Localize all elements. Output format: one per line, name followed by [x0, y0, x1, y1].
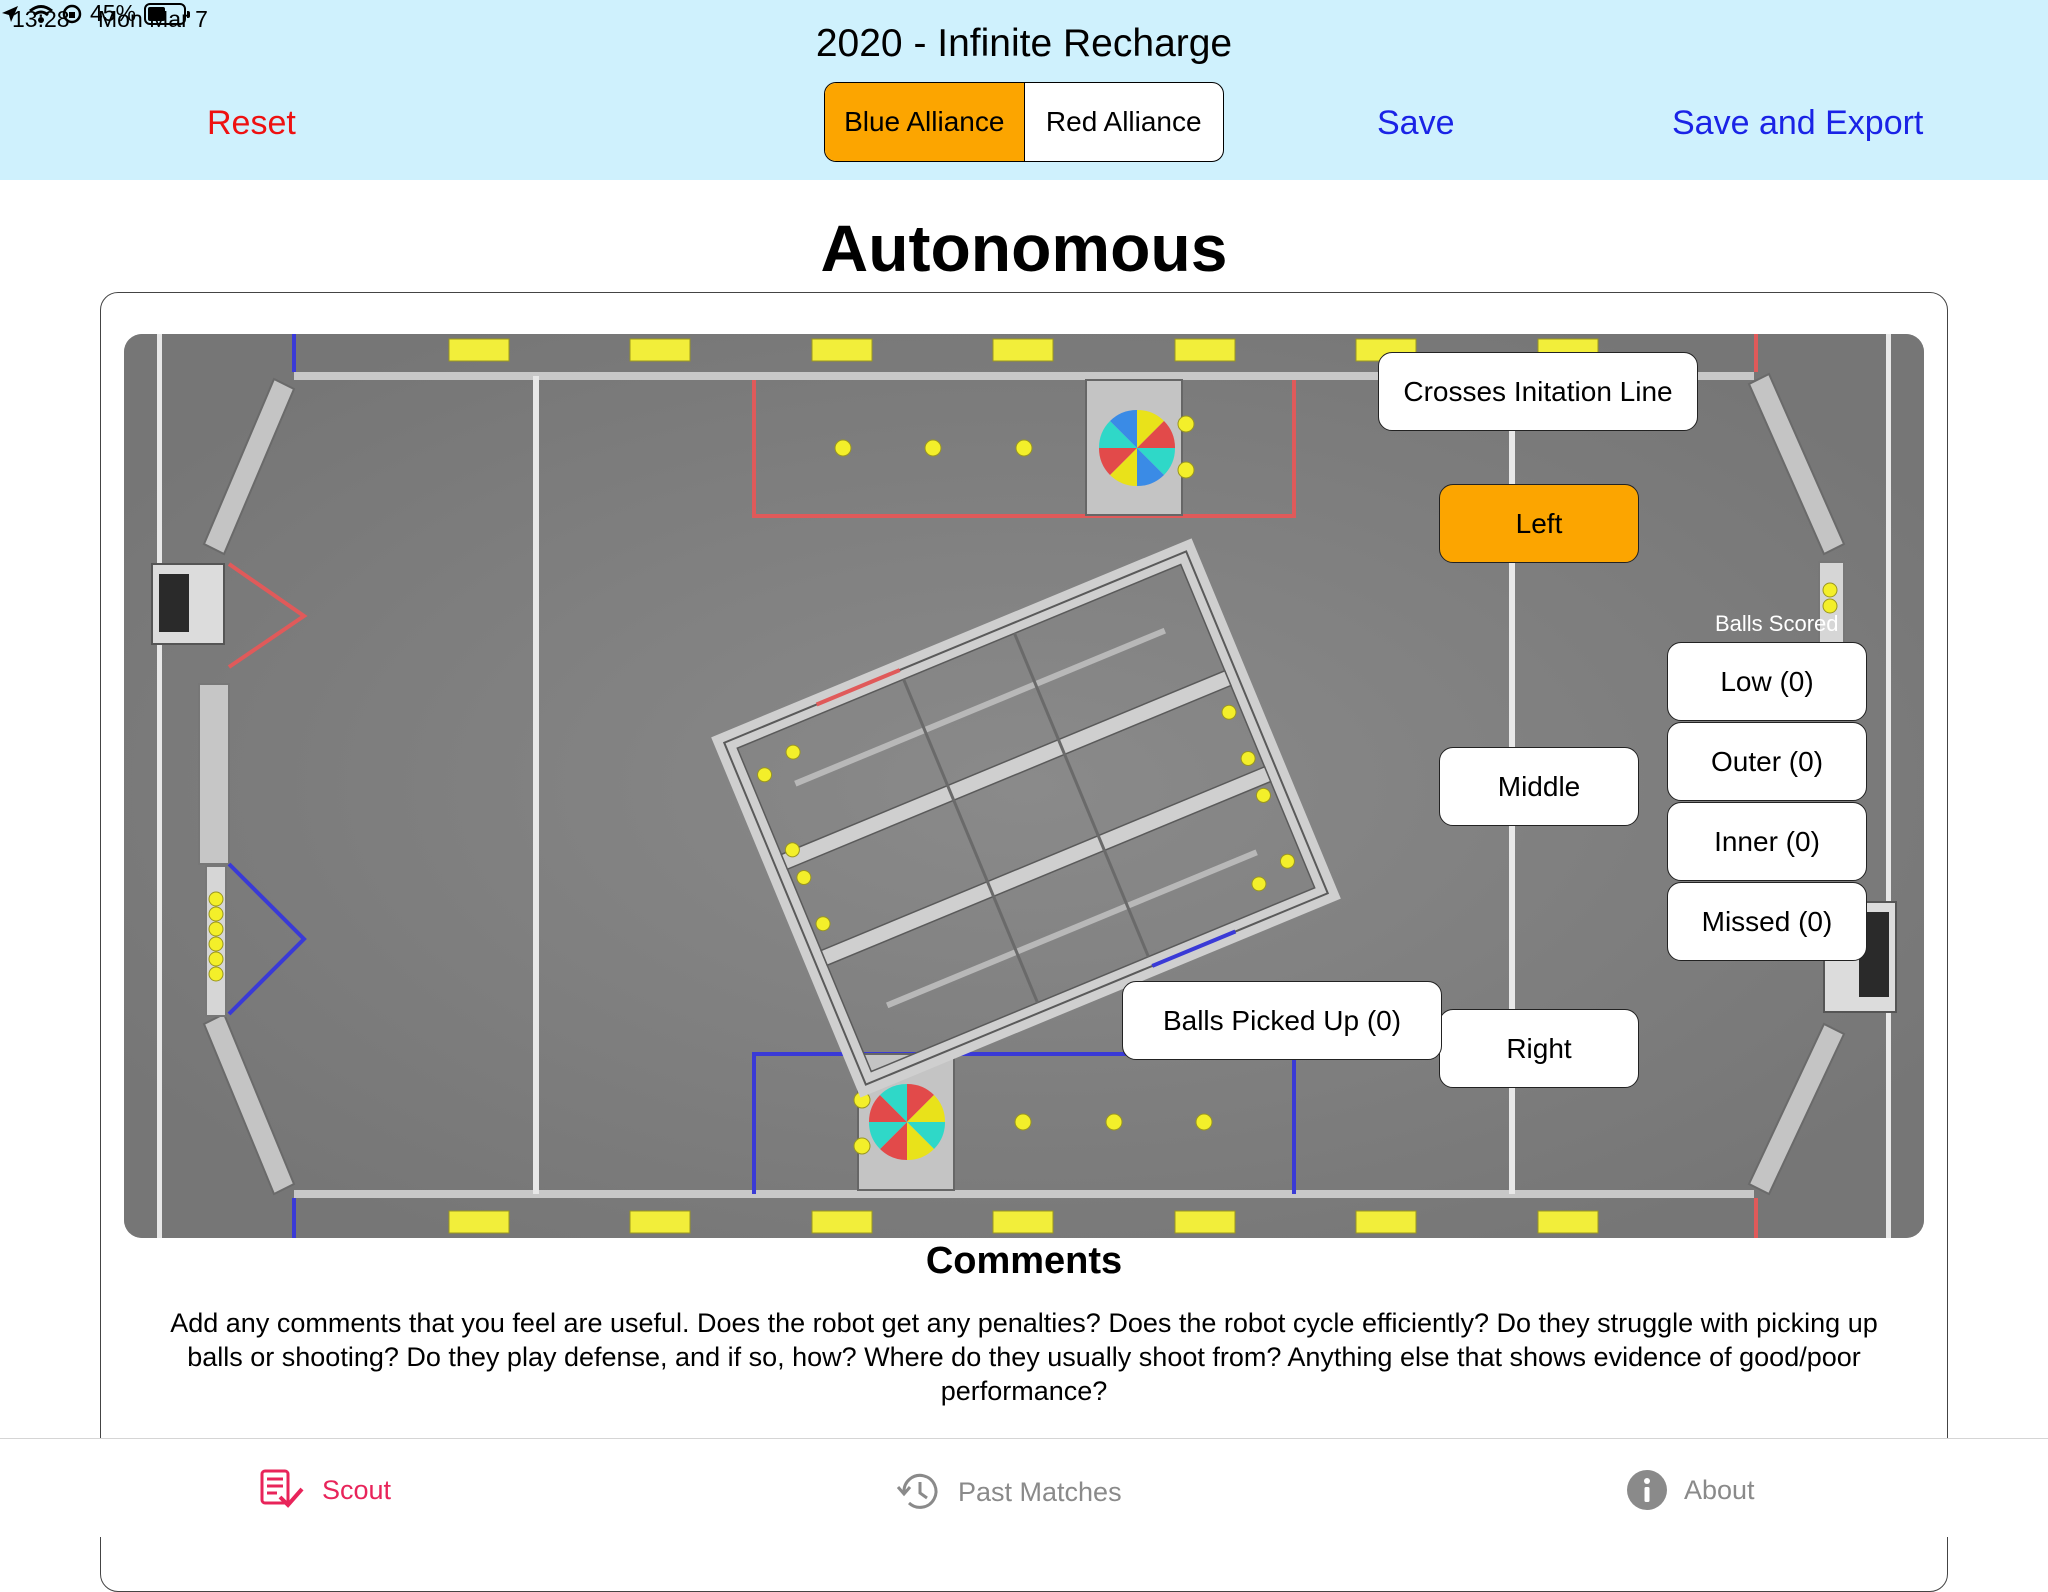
start-left-button[interactable]: Left	[1439, 484, 1639, 563]
top-control-panel-wheel	[1098, 409, 1176, 487]
header-bar: 13:28 Mon Mar 7 45% 2020 - Infinite Rech…	[0, 0, 2048, 180]
tab-past-matches[interactable]: Past Matches	[896, 1469, 1122, 1515]
left-white-line	[157, 334, 162, 1238]
location-icon	[2, 5, 18, 22]
scout-checklist-icon	[260, 1469, 304, 1508]
right-bay-balls	[1822, 582, 1838, 614]
tab-past-matches-label: Past Matches	[958, 1476, 1122, 1507]
red-alliance-segment[interactable]: Red Alliance	[1045, 106, 1202, 137]
wifi-icon	[29, 4, 53, 23]
tab-scout-label: Scout	[322, 1474, 392, 1505]
bottom-control-panel-wheel	[868, 1083, 946, 1161]
tab-about-label: About	[1684, 1474, 1755, 1505]
save-button[interactable]: Save	[1377, 104, 1455, 142]
blue-alliance-segment[interactable]: Blue Alliance	[825, 83, 1025, 161]
battery-percent: 45%	[90, 0, 137, 26]
section-title: Autonomous	[820, 211, 1228, 285]
tab-bar: Scout Past Matches About	[0, 1438, 2048, 1537]
status-indicators: 45%	[0, 0, 2048, 27]
field-map: Crosses Initation Line Left Middle Right…	[124, 334, 1924, 1238]
red-trench-outline	[752, 380, 1296, 518]
corner-ramps	[202, 372, 1846, 1196]
orientation-lock-icon	[62, 4, 82, 23]
shield-generator	[711, 538, 1341, 1098]
save-and-export-button[interactable]: Save and Export	[1672, 104, 1924, 142]
alliance-selector: Blue Alliance Red Alliance	[824, 82, 1224, 162]
tab-about[interactable]: About	[1626, 1469, 1755, 1511]
low-score-button[interactable]: Low (0)	[1667, 642, 1867, 721]
start-right-button[interactable]: Right	[1439, 1009, 1639, 1088]
field-drawing	[124, 334, 1924, 1238]
app-title: 2020 - Infinite Recharge	[815, 22, 1233, 65]
comments-input[interactable]: Add any comments that you feel are usefu…	[170, 1308, 1878, 1406]
balls-scored-label: Balls Scored	[1715, 611, 1839, 636]
left-side-panel	[198, 683, 230, 865]
inner-score-button[interactable]: Inner (0)	[1667, 802, 1867, 881]
outer-score-button[interactable]: Outer (0)	[1667, 722, 1867, 801]
battery-icon	[144, 2, 191, 25]
missed-score-button[interactable]: Missed (0)	[1667, 882, 1867, 961]
tab-scout[interactable]: Scout	[258, 1469, 391, 1511]
history-icon	[896, 1473, 938, 1509]
bottom-rail	[294, 1190, 1754, 1198]
bottom-wall-markers	[448, 1210, 1599, 1234]
status-time: 13:28	[12, 6, 70, 32]
reset-button[interactable]: Reset	[207, 104, 296, 142]
left-bay-balls	[208, 891, 224, 982]
red-target-zone-left	[227, 562, 308, 669]
right-white-line	[1886, 334, 1891, 1238]
field-carpet	[124, 334, 1924, 1238]
left-initiation-line	[533, 376, 539, 1194]
comments-title: Comments	[925, 1240, 1123, 1282]
blue-target-zone-left	[227, 862, 307, 1016]
info-icon	[1627, 1470, 1667, 1510]
start-middle-button[interactable]: Middle	[1439, 747, 1639, 826]
blue-trench-outline	[752, 1052, 1296, 1194]
crosses-initiation-line-button[interactable]: Crosses Initation Line	[1378, 352, 1698, 431]
trench-balls	[834, 415, 1213, 1155]
top-rail	[294, 372, 1754, 380]
balls-picked-up-button[interactable]: Balls Picked Up (0)	[1122, 981, 1442, 1060]
